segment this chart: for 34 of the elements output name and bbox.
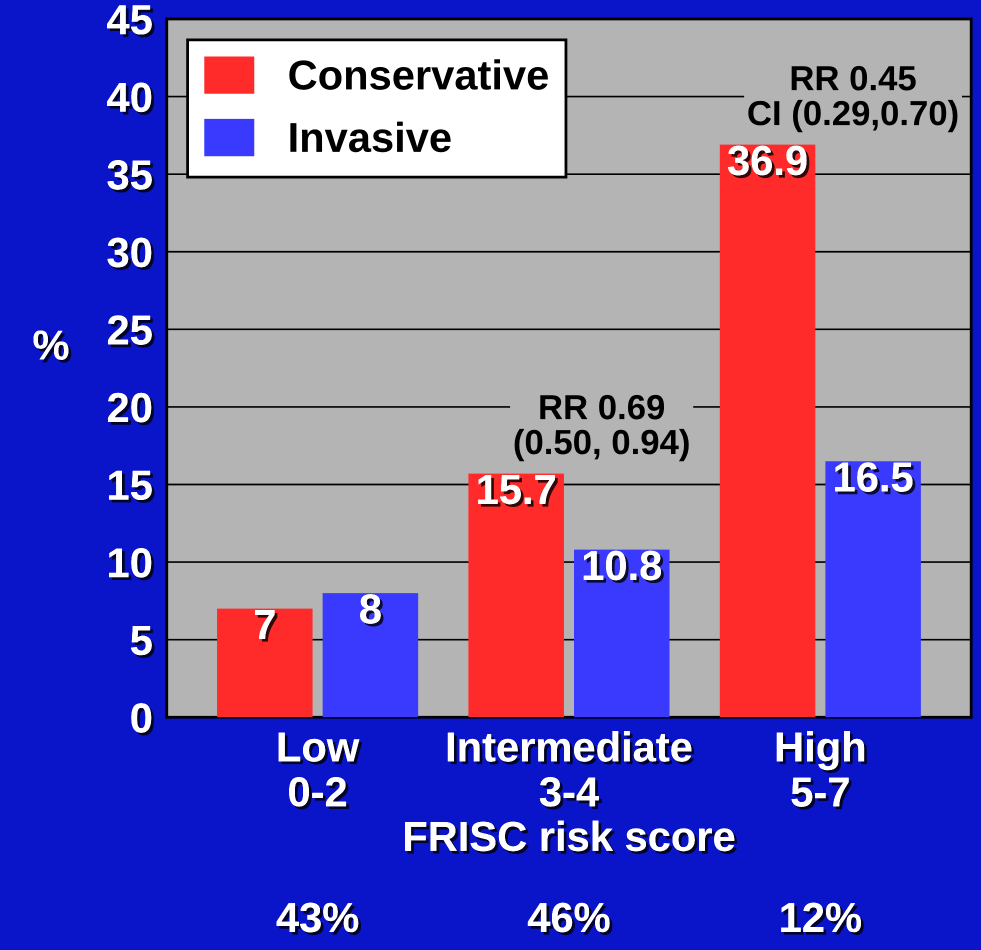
text: 12% xyxy=(781,902,864,935)
bar xyxy=(468,474,564,718)
data-label: 10.8 xyxy=(584,550,664,584)
y-tick-label: 15 xyxy=(109,470,154,503)
data-label: 15.7 xyxy=(478,475,558,508)
legend-label: Conservative xyxy=(289,59,548,90)
y-axis-title: % xyxy=(33,330,72,363)
bar xyxy=(217,608,313,718)
x-tick-label: Low 0-2 xyxy=(278,732,362,810)
bar xyxy=(322,593,418,718)
data-label: 36.9 xyxy=(728,146,810,178)
annotation: RR 0.69 (0.50, 0.94) xyxy=(514,394,689,462)
y-tick-label: 20 xyxy=(108,392,154,426)
annotation: RR 0.45 CI (0.29,0.70) xyxy=(748,66,958,132)
bar xyxy=(720,144,816,718)
y-tick-label: 30 xyxy=(107,238,154,270)
bar xyxy=(574,550,670,718)
bar xyxy=(825,461,921,718)
y-tick-label: 0 xyxy=(131,703,154,736)
text: 43% xyxy=(276,902,361,936)
y-tick-label: 35 xyxy=(107,160,154,193)
x-tick-label: High 5-7 xyxy=(776,731,867,810)
data-label: 7 xyxy=(255,610,278,642)
y-tick-label: 5 xyxy=(130,626,154,658)
y-tick-label: 25 xyxy=(108,315,154,348)
y-tick-label: 10 xyxy=(109,548,154,580)
text: 46% xyxy=(528,902,612,936)
legend-label: Invasive xyxy=(290,122,451,152)
y-tick-label: 45 xyxy=(107,5,154,38)
x-tick-label: Intermediate 3-4 xyxy=(448,731,694,810)
data-label: 16.5 xyxy=(835,462,916,495)
x-axis-title: FRISC risk score xyxy=(405,820,738,854)
y-tick-label: 40 xyxy=(107,82,154,115)
data-label: 8 xyxy=(360,594,384,626)
